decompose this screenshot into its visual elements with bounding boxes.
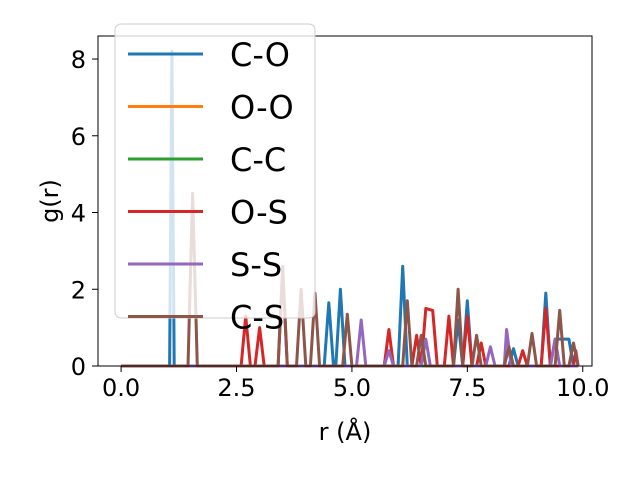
x-tick-label: 5.0: [333, 374, 371, 402]
legend: C-O O-O C-C O-S S-S C-S: [114, 23, 316, 337]
legend-label-c-o: C-O: [230, 36, 290, 74]
legend-label-c-s: C-S: [230, 299, 284, 337]
y-tick-label: 2: [71, 276, 86, 304]
x-tick-label: 10.0: [556, 374, 609, 402]
legend-box: [114, 23, 316, 319]
x-tick-label: 7.5: [448, 374, 486, 402]
y-tick-label: 4: [71, 200, 86, 228]
y-tick-label: 6: [71, 123, 86, 151]
y-tick-label: 0: [71, 353, 86, 381]
y-axis-label: g(r): [36, 179, 64, 223]
x-axis-label: r (Å): [319, 417, 372, 446]
y-tick-label: 8: [71, 46, 86, 74]
legend-label-c-c: C-C: [230, 141, 286, 179]
legend-label-o-s: O-S: [230, 194, 288, 232]
x-tick-label: 2.5: [217, 374, 255, 402]
legend-label-s-s: S-S: [230, 246, 282, 284]
x-tick-label: 0.0: [102, 374, 140, 402]
plot-frame: [97, 35, 593, 367]
ticks-layer: 0.0 2.5 5.0 7.5 10.0 0 2 4 6 8: [71, 46, 610, 402]
legend-label-o-o: O-O: [230, 89, 294, 127]
